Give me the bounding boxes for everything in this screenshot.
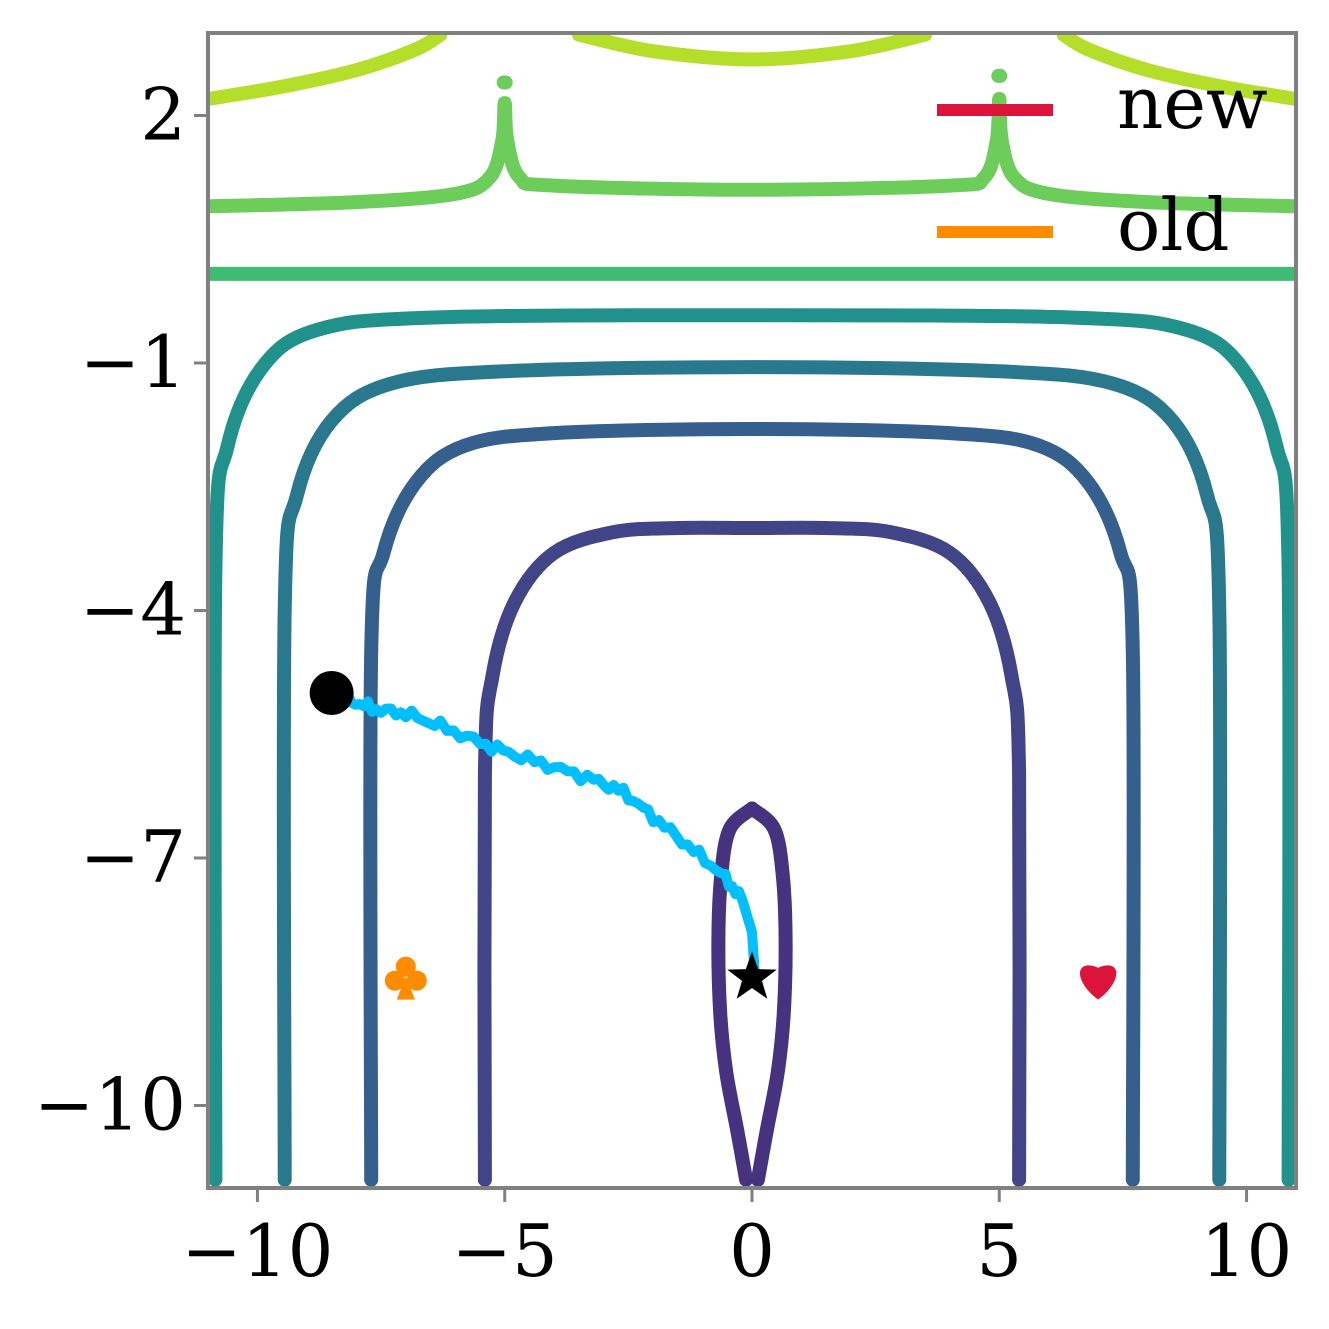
start-point-marker <box>309 671 354 715</box>
x-tick-label: −10 <box>181 1209 333 1293</box>
legend-label-old: old <box>1117 183 1229 267</box>
contour-line-level-8-1 <box>571 33 933 67</box>
x-tick-label: 0 <box>729 1209 775 1293</box>
y-tick-label: −7 <box>80 815 186 899</box>
contour-line-level-4-0 <box>276 360 1228 1187</box>
y-axis: 2 −1 −4 −7 −10 <box>34 73 208 1147</box>
contour-line-level-1-1 <box>711 801 759 1187</box>
contour-line-level-7-0 <box>208 92 1296 214</box>
contour-line-level-2-0 <box>477 520 1027 1187</box>
y-tick-label: −10 <box>34 1063 186 1147</box>
x-tick-label: −5 <box>452 1209 558 1293</box>
contour-line-level-8-0 <box>208 33 448 106</box>
y-tick-label: 2 <box>140 73 186 157</box>
marker-layer <box>309 671 1117 1000</box>
y-tick-label: −1 <box>80 320 186 404</box>
x-tick-label: 10 <box>1201 1209 1293 1293</box>
star-marker <box>727 951 777 999</box>
y-tick-label: −4 <box>80 568 186 652</box>
contour-line-level-1-0 <box>745 801 793 1187</box>
legend: new old <box>937 61 1268 267</box>
plot-background <box>208 33 1296 1188</box>
club-marker <box>384 956 427 1000</box>
contour-layer <box>208 33 1296 1187</box>
x-tick-label: 5 <box>976 1209 1022 1293</box>
x-axis: −10 −5 0 5 10 <box>181 1188 1292 1293</box>
contour-line-level-5-0 <box>208 308 1296 1187</box>
trajectory-path-0 <box>326 685 760 975</box>
contour-line-level-8-2 <box>1056 33 1296 106</box>
series-layer <box>326 685 760 975</box>
legend-label-new: new <box>1117 61 1268 145</box>
heart-marker <box>1080 965 1117 1000</box>
contour-line-level-3-0 <box>363 422 1141 1187</box>
